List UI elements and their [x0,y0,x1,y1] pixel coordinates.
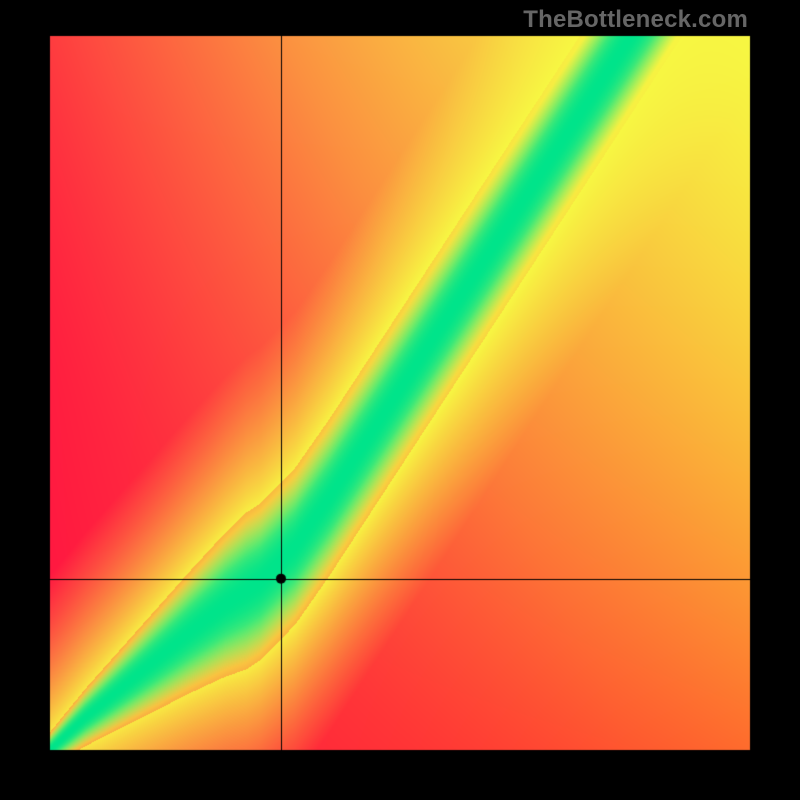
chart-container: TheBottleneck.com [0,0,800,800]
bottleneck-heatmap [0,0,800,800]
watermark-text: TheBottleneck.com [523,6,748,34]
